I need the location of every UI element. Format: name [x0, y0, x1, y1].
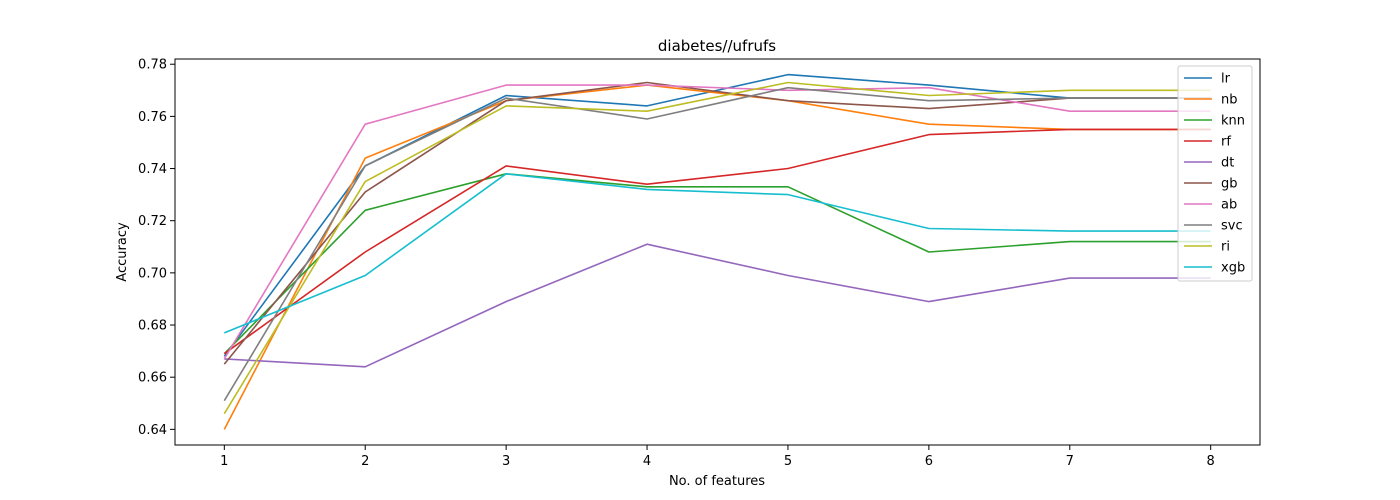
chart-title: diabetes//ufrufs [658, 37, 776, 55]
plot-frame [174, 58, 1261, 446]
legend-label-lr: lr [1221, 72, 1231, 87]
series-line-svc [223, 86, 1211, 402]
x-tick-label: 5 [784, 454, 792, 469]
legend-label-gb: gb [1221, 177, 1238, 192]
series-line-knn [223, 173, 1211, 355]
legend-label-rf: rf [1221, 135, 1231, 150]
legend-label-xgb: xgb [1221, 261, 1245, 276]
y-tick-label: 0.66 [138, 371, 167, 386]
series-lines [223, 73, 1211, 430]
legend-label-ri: ri [1221, 240, 1230, 255]
y-tick-label: 0.70 [138, 266, 167, 281]
x-tick-label: 1 [220, 454, 228, 469]
x-tick-label: 6 [925, 454, 933, 469]
series-line-rf [223, 128, 1211, 355]
legend-label-knn: knn [1221, 114, 1245, 129]
series-line-ri [223, 81, 1211, 415]
y-axis-label: Accuracy [115, 222, 130, 282]
x-axis: 1 2 3 4 5 6 7 8 [220, 445, 1215, 469]
series-line-gb [223, 81, 1211, 365]
x-tick-label: 4 [643, 454, 651, 469]
legend: lr nb knn rf dt gb ab svc ri xgb [1177, 65, 1253, 282]
y-tick-label: 0.64 [138, 423, 167, 438]
y-tick-label: 0.74 [138, 162, 167, 177]
series-line-dt [224, 243, 1211, 368]
y-axis: 0.64 0.66 0.68 0.70 0.72 0.74 0.76 0.78 [138, 58, 175, 438]
x-tick-label: 7 [1066, 454, 1074, 469]
series-line-ab [223, 84, 1211, 360]
x-tick-label: 8 [1207, 454, 1215, 469]
y-tick-label: 0.68 [138, 319, 167, 334]
y-tick-label: 0.78 [138, 58, 167, 73]
x-axis-label: No. of features [669, 474, 765, 489]
legend-label-ab: ab [1221, 198, 1237, 213]
legend-label-nb: nb [1221, 93, 1238, 108]
x-tick-label: 2 [361, 454, 369, 469]
series-line-xgb [223, 173, 1211, 334]
x-tick-label: 3 [502, 454, 510, 469]
y-tick-label: 0.72 [138, 214, 167, 229]
legend-label-dt: dt [1221, 156, 1234, 171]
y-tick-label: 0.76 [138, 110, 167, 125]
plot-area: 1 2 3 4 5 6 7 8 0.64 0.66 0.68 0.70 0.72 0.74 0.76 0.7… [138, 58, 1261, 469]
series-line-nb [223, 84, 1211, 430]
legend-label-svc: svc [1221, 219, 1243, 234]
